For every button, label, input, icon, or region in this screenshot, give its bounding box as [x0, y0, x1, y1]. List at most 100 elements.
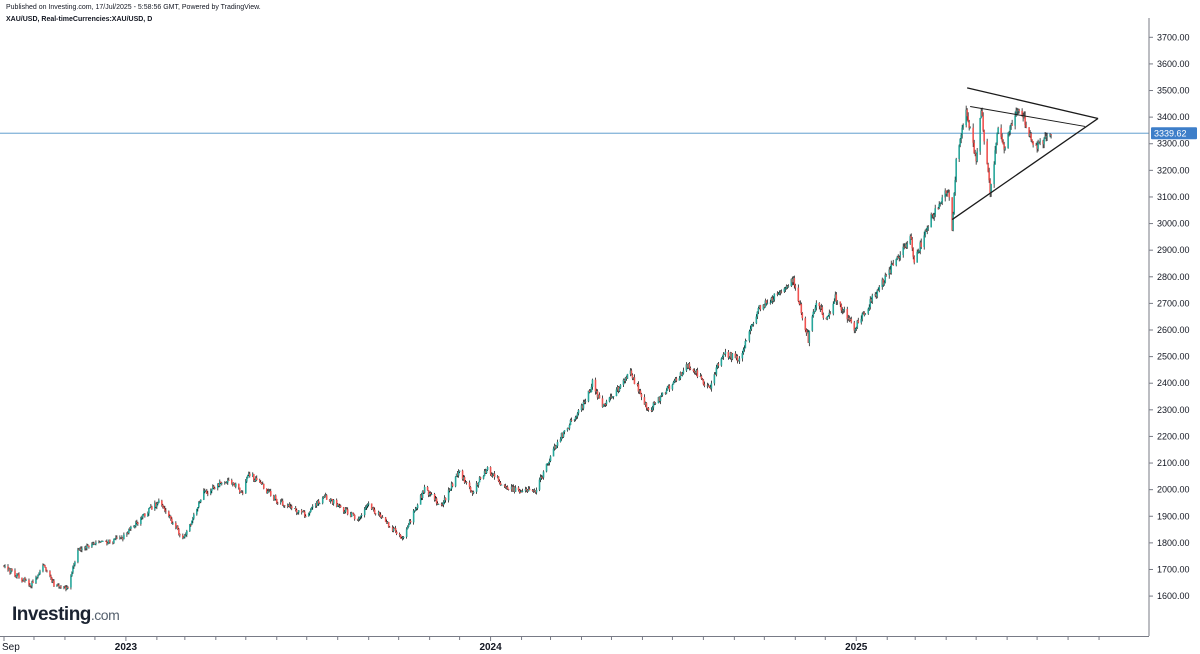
candle-body[interactable]: [637, 384, 640, 392]
candle-body[interactable]: [556, 441, 559, 446]
candle-body[interactable]: [443, 497, 446, 503]
candle-body[interactable]: [1003, 144, 1005, 150]
candle-body[interactable]: [210, 490, 212, 494]
candle-body[interactable]: [559, 439, 562, 442]
candle-body[interactable]: [988, 171, 990, 181]
candle-body[interactable]: [1009, 126, 1011, 133]
candle-body[interactable]: [630, 370, 633, 375]
candle-body[interactable]: [200, 499, 202, 502]
candle-body[interactable]: [776, 293, 779, 295]
candle-body[interactable]: [204, 490, 206, 492]
candle-body[interactable]: [463, 477, 466, 483]
candle-body[interactable]: [283, 505, 286, 507]
candle-body[interactable]: [772, 299, 775, 301]
candle-body[interactable]: [135, 521, 137, 527]
candle-body[interactable]: [39, 571, 41, 574]
candle-body[interactable]: [575, 416, 578, 418]
candle-body[interactable]: [224, 482, 226, 484]
candle-body[interactable]: [379, 514, 382, 518]
candle-body[interactable]: [253, 479, 256, 482]
candle-body[interactable]: [67, 587, 69, 588]
candle-body[interactable]: [595, 391, 598, 392]
candle-body[interactable]: [611, 396, 614, 398]
candle-body[interactable]: [374, 513, 377, 515]
candle-body[interactable]: [149, 507, 151, 509]
candle-body[interactable]: [295, 510, 298, 513]
candle-body[interactable]: [652, 402, 655, 408]
candle-body[interactable]: [311, 506, 314, 508]
candle-body[interactable]: [912, 248, 915, 257]
candle-body[interactable]: [384, 517, 387, 522]
candle-body[interactable]: [955, 159, 957, 181]
candle-body[interactable]: [658, 397, 661, 402]
candle-body[interactable]: [218, 483, 220, 487]
candle-body[interactable]: [331, 499, 334, 504]
candle-body[interactable]: [687, 363, 690, 368]
candle-body[interactable]: [730, 352, 733, 360]
candle-body[interactable]: [624, 377, 627, 382]
candle-body[interactable]: [197, 507, 199, 509]
candle-body[interactable]: [206, 490, 208, 494]
candle-body[interactable]: [790, 278, 793, 287]
candle-body[interactable]: [562, 431, 565, 438]
candle-body[interactable]: [56, 584, 58, 587]
candle-body[interactable]: [664, 392, 667, 394]
candle-body[interactable]: [997, 127, 999, 133]
candle-body[interactable]: [395, 531, 398, 534]
candle-body[interactable]: [755, 316, 758, 324]
candle-body[interactable]: [507, 488, 510, 490]
candle-body[interactable]: [722, 353, 725, 357]
candle-body[interactable]: [60, 586, 62, 588]
candle-body[interactable]: [127, 533, 129, 534]
candle-body[interactable]: [475, 483, 478, 492]
candle-body[interactable]: [309, 509, 312, 513]
candle-body[interactable]: [322, 496, 325, 499]
candle-body[interactable]: [377, 512, 380, 515]
candle-body[interactable]: [946, 192, 948, 194]
candle-body[interactable]: [638, 390, 641, 392]
candle-body[interactable]: [165, 510, 167, 512]
candle-body[interactable]: [1032, 141, 1034, 145]
candle-body[interactable]: [715, 367, 718, 375]
candle-body[interactable]: [25, 579, 27, 581]
candle-body[interactable]: [695, 370, 698, 374]
candle-body[interactable]: [455, 473, 458, 477]
candle-body[interactable]: [750, 324, 753, 329]
candle-body[interactable]: [486, 467, 489, 471]
candle-body[interactable]: [161, 500, 163, 506]
candle-body[interactable]: [534, 490, 537, 493]
candle-body[interactable]: [944, 190, 946, 198]
candle-body[interactable]: [982, 115, 984, 131]
candle-body[interactable]: [874, 294, 877, 296]
candle-body[interactable]: [81, 548, 83, 551]
candle-body[interactable]: [653, 402, 656, 404]
candle-body[interactable]: [427, 490, 430, 496]
candle-body[interactable]: [701, 378, 704, 380]
candle-body[interactable]: [512, 486, 515, 491]
candle-body[interactable]: [493, 473, 496, 478]
candle-body[interactable]: [959, 138, 961, 146]
trendline-upper[interactable]: [967, 87, 1099, 120]
candle-body[interactable]: [939, 203, 941, 205]
candle-body[interactable]: [339, 505, 342, 508]
candle-body[interactable]: [505, 486, 508, 488]
candle-body[interactable]: [451, 483, 454, 487]
candle-body[interactable]: [967, 116, 969, 122]
candle-body[interactable]: [162, 505, 164, 507]
candle-body[interactable]: [685, 364, 688, 371]
candle-body[interactable]: [994, 150, 996, 165]
candle-body[interactable]: [280, 500, 283, 502]
candle-body[interactable]: [981, 110, 983, 116]
candle-body[interactable]: [66, 587, 68, 590]
candle-body[interactable]: [38, 573, 40, 576]
candle-body[interactable]: [729, 352, 732, 358]
candle-body[interactable]: [1008, 132, 1010, 134]
candle-body[interactable]: [154, 502, 156, 510]
candle-body[interactable]: [74, 562, 76, 565]
candle-body[interactable]: [142, 514, 144, 518]
candle-body[interactable]: [770, 297, 773, 303]
candle-body[interactable]: [727, 351, 730, 358]
candle-body[interactable]: [121, 537, 123, 539]
candle-body[interactable]: [279, 501, 282, 503]
candle-body[interactable]: [380, 517, 383, 519]
